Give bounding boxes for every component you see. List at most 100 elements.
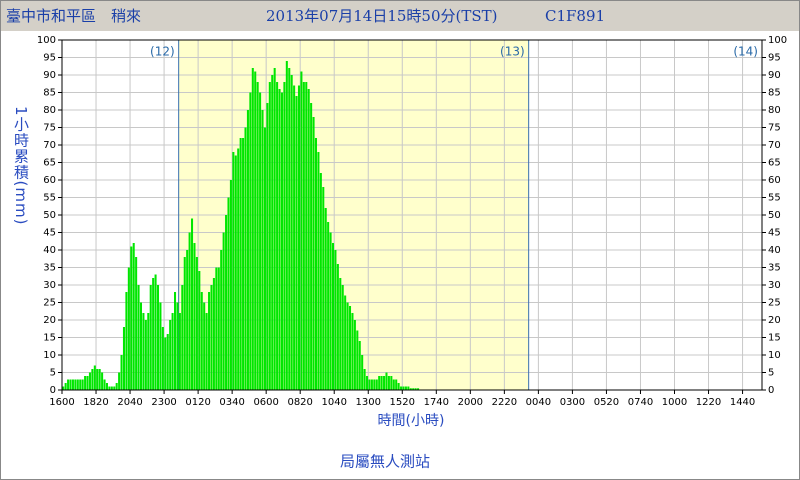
bar — [93, 365, 96, 390]
bar — [195, 257, 198, 390]
x-tick-label: 0300 — [560, 397, 585, 408]
bar — [380, 376, 383, 390]
bar — [280, 92, 283, 390]
bar — [130, 246, 133, 390]
x-tick-label: 0820 — [287, 397, 312, 408]
bar — [149, 285, 152, 390]
bar — [319, 173, 322, 390]
y-tick-label: 55 — [43, 193, 56, 204]
bar — [135, 257, 138, 390]
bar — [288, 68, 291, 390]
bar — [176, 302, 179, 390]
station-id: C1F891 — [545, 7, 605, 25]
bar — [159, 302, 162, 390]
bar — [217, 267, 220, 390]
bar — [351, 313, 354, 390]
bar — [242, 138, 245, 390]
bar — [152, 278, 155, 390]
y2-tick-label: 10 — [768, 350, 781, 361]
bar — [132, 243, 135, 390]
bar — [263, 127, 266, 390]
bar — [302, 82, 305, 390]
bar — [67, 379, 70, 390]
bar — [215, 267, 218, 390]
bar — [341, 285, 344, 390]
x-tick-label: 1740 — [424, 397, 449, 408]
bar — [407, 386, 410, 390]
bar — [361, 355, 364, 390]
bar — [356, 330, 359, 390]
bar — [147, 313, 150, 390]
x-tick-label: 1520 — [390, 397, 415, 408]
y-tick-label: 100 — [37, 35, 56, 46]
y2-tick-label: 20 — [768, 315, 781, 326]
x-tick-label: 1040 — [321, 397, 346, 408]
x-tick-label: 2220 — [492, 397, 517, 408]
bar — [261, 110, 264, 390]
bar — [205, 313, 208, 390]
bar — [62, 386, 65, 390]
x-tick-label: 1600 — [49, 397, 74, 408]
header-bar — [1, 1, 799, 31]
bar — [293, 85, 296, 390]
bar — [285, 61, 288, 390]
y-tick-label: 90 — [43, 70, 56, 81]
bar — [400, 386, 403, 390]
y2-tick-label: 95 — [768, 53, 781, 64]
bar — [113, 386, 116, 390]
y2-tick-label: 35 — [768, 263, 781, 274]
y-tick-label: 35 — [43, 263, 56, 274]
bar — [295, 96, 298, 390]
y2-tick-label: 50 — [768, 210, 781, 221]
bar — [64, 383, 67, 390]
bar — [417, 388, 420, 390]
y-tick-label: 10 — [43, 350, 56, 361]
bar — [373, 379, 376, 390]
y2-tick-label: 0 — [768, 385, 774, 396]
y2-tick-label: 25 — [768, 298, 781, 309]
x-tick-label: 1220 — [696, 397, 721, 408]
bar — [169, 320, 172, 390]
chart-title: 臺中市和平區 稍來 — [6, 7, 141, 25]
bar — [166, 334, 169, 390]
bar — [266, 103, 269, 390]
bar — [74, 379, 77, 390]
x-tick-label: 2300 — [151, 397, 176, 408]
bar — [363, 369, 366, 390]
bar — [88, 372, 91, 390]
x-tick-label: 1820 — [83, 397, 108, 408]
bar — [220, 250, 223, 390]
y-tick-label: 65 — [43, 158, 56, 169]
bar — [390, 376, 393, 390]
bar — [154, 274, 157, 390]
bar — [322, 187, 325, 390]
bar — [387, 376, 390, 390]
bar — [349, 306, 352, 390]
bar — [101, 372, 104, 390]
bar — [402, 386, 405, 390]
bar — [200, 292, 203, 390]
bar — [334, 250, 337, 390]
y2-tick-label: 80 — [768, 105, 781, 116]
bar — [118, 372, 121, 390]
bar — [404, 386, 407, 390]
bar — [331, 243, 335, 390]
bar — [244, 127, 247, 390]
bar — [71, 379, 74, 390]
y-tick-label: 15 — [43, 333, 56, 344]
bar — [239, 138, 242, 390]
bar — [237, 148, 240, 390]
bar — [98, 369, 101, 390]
day-label: (12) — [150, 45, 175, 59]
x-tick-label: 2040 — [117, 397, 142, 408]
bar — [84, 376, 87, 390]
bar — [91, 369, 94, 390]
bar — [251, 68, 254, 390]
bar — [122, 327, 125, 390]
bar — [268, 82, 271, 390]
bar — [156, 285, 160, 390]
bar — [115, 383, 118, 390]
bar — [164, 337, 167, 390]
bar — [397, 383, 400, 390]
